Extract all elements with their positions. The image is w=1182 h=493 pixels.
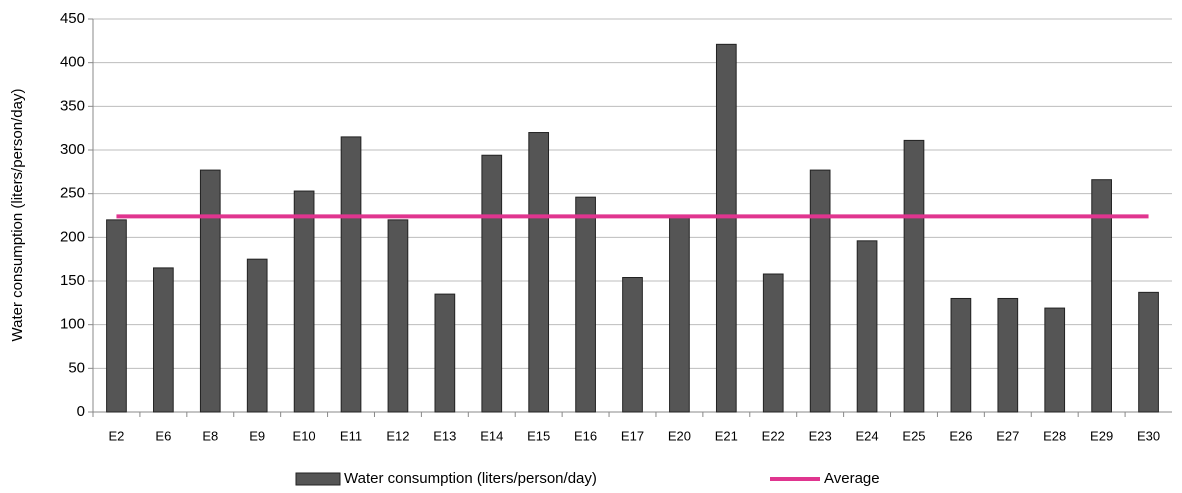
x-tick-label: E25 (902, 428, 925, 443)
bar (715, 43, 737, 413)
bar (434, 293, 456, 413)
x-tick-label: E16 (574, 428, 597, 443)
y-axis-label: Water consumption (liters/person/day) (9, 89, 26, 342)
x-tick-label: E14 (480, 428, 503, 443)
x-tick-label: E11 (340, 428, 362, 443)
bar (1091, 179, 1112, 413)
bar (622, 277, 643, 413)
x-tick-label: E22 (762, 428, 785, 443)
x-tick-label: E13 (433, 428, 456, 443)
x-tick-label: E10 (293, 428, 316, 443)
x-tick-label: E26 (949, 428, 972, 443)
x-tick-label: E29 (1090, 428, 1113, 443)
bar (387, 219, 409, 413)
bar (950, 297, 972, 413)
y-tick-label: 300 (60, 141, 85, 158)
y-tick-label: 350 (60, 97, 85, 114)
x-tick-label: E17 (621, 428, 644, 443)
x-tick-label: E2 (109, 428, 125, 443)
bar (246, 258, 268, 413)
x-tick-label: E30 (1137, 428, 1160, 443)
bar (762, 273, 784, 413)
y-tick-label: 0 (77, 403, 85, 420)
y-tick-label: 150 (60, 272, 85, 289)
bar (669, 215, 690, 413)
y-tick-label: 250 (60, 185, 85, 202)
bar (153, 267, 174, 413)
bar (856, 240, 878, 413)
legend-label: Water consumption (liters/person/day) (344, 470, 597, 487)
bar (809, 169, 831, 413)
bar (528, 132, 550, 413)
x-tick-label: E27 (996, 428, 1019, 443)
bar (293, 190, 315, 413)
y-tick-label: 100 (60, 316, 85, 333)
bar (575, 196, 596, 413)
x-tick-label: E20 (668, 428, 691, 443)
x-tick-label: E15 (527, 428, 550, 443)
bar (481, 154, 503, 413)
bar (199, 169, 221, 413)
x-tick-label: E9 (249, 428, 265, 443)
x-tick-label: E6 (155, 428, 171, 443)
x-tick-label: E12 (386, 428, 409, 443)
legend-label: Average (824, 470, 880, 487)
y-tick-label: 50 (68, 359, 85, 376)
x-tick-label: E8 (202, 428, 218, 443)
bar (1044, 307, 1066, 413)
x-tick-label: E21 (715, 428, 738, 443)
bar (997, 297, 1019, 413)
x-tick-label: E28 (1043, 428, 1066, 443)
bar (340, 136, 362, 413)
x-tick-label: E24 (855, 428, 878, 443)
x-tick-label: E23 (809, 428, 832, 443)
y-tick-label: 200 (60, 228, 85, 245)
y-tick-label: 450 (60, 10, 85, 27)
bar (106, 219, 127, 413)
bar (1138, 291, 1159, 413)
legend-swatch (295, 472, 341, 486)
y-tick-label: 400 (60, 54, 85, 71)
bar (903, 139, 925, 413)
